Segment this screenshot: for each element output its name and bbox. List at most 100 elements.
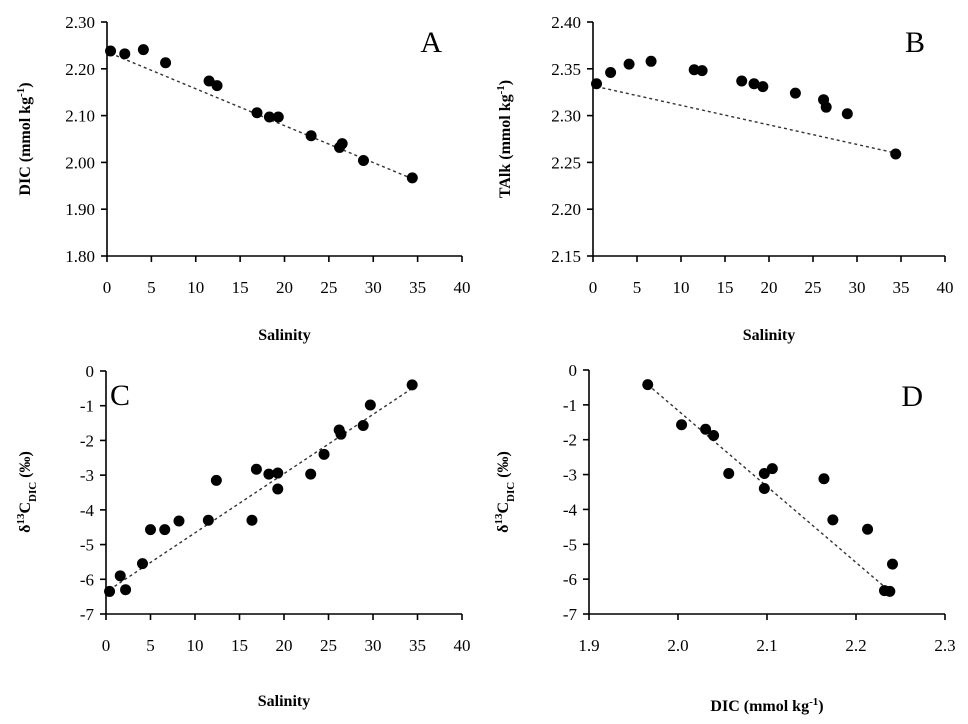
data-point: [159, 524, 171, 536]
data-point: [642, 379, 654, 391]
x-axis-label: Salinity: [258, 693, 310, 710]
y-tick-label: -5: [563, 535, 577, 554]
data-point: [623, 58, 635, 70]
data-point: [406, 379, 418, 391]
x-tick-label: 20: [276, 278, 293, 297]
x-tick-label: 30: [849, 278, 866, 297]
data-point: [884, 585, 896, 597]
data-point: [886, 558, 898, 570]
data-point: [105, 45, 117, 57]
data-point: [736, 75, 748, 87]
data-point: [890, 148, 902, 160]
y-tick-label: -6: [80, 570, 94, 589]
x-tick-label: 25: [320, 636, 337, 655]
data-point: [723, 468, 735, 480]
trendline: [109, 387, 413, 591]
x-tick-label: 35: [409, 636, 426, 655]
x-axis-label: DIC (mmol kg-1): [710, 696, 823, 715]
y-tick-label: 2.00: [65, 153, 95, 172]
panel-label: A: [420, 26, 442, 59]
x-tick-label: 5: [146, 636, 155, 655]
data-point: [605, 67, 617, 79]
y-tick-label: 1.90: [65, 200, 95, 219]
y-tick-label: -1: [80, 397, 94, 416]
y-tick-label: -4: [80, 501, 95, 520]
y-tick-label: -2: [563, 431, 577, 450]
data-point: [251, 107, 263, 119]
data-point: [136, 558, 148, 570]
data-point: [748, 78, 760, 90]
x-tick-label: 10: [187, 636, 204, 655]
x-tick-label: 25: [320, 278, 337, 297]
data-point: [145, 524, 156, 536]
x-tick-label: 20: [761, 278, 778, 297]
trendline: [596, 85, 896, 154]
y-tick-label: 0: [86, 362, 95, 381]
x-tick-label: 2.1: [756, 636, 777, 655]
data-point: [364, 399, 376, 411]
y-tick-label: 2.35: [551, 60, 581, 79]
panel-label: B: [905, 26, 925, 59]
x-tick-label: 30: [365, 278, 382, 297]
panel-d: 1.9 2.0 2.1 2.2 2.3 -7 -6 -5 -4 -3 -2 -1 0 D DIC (mmol…: [493, 361, 956, 715]
data-point: [202, 514, 214, 526]
panel-label: D: [901, 380, 923, 413]
data-point: [272, 483, 284, 495]
x-tick-label: 15: [717, 278, 734, 297]
data-point: [263, 468, 275, 480]
y-axis-label: δ13CDIC (‰): [15, 451, 39, 533]
data-point: [263, 111, 275, 123]
x-tick-label: 1.9: [578, 636, 599, 655]
x-tick-label: 20: [276, 636, 293, 655]
data-point: [789, 87, 801, 99]
data-point: [336, 138, 348, 150]
data-point: [210, 474, 222, 486]
data-point: [137, 44, 149, 56]
data-point: [708, 430, 720, 442]
x-tick-label: 40: [937, 278, 954, 297]
data-point: [758, 468, 770, 480]
x-tick-label: 2.0: [667, 636, 688, 655]
data-point: [211, 80, 223, 92]
data-point: [335, 428, 347, 440]
y-tick-label: -1: [563, 396, 577, 415]
data-point: [700, 423, 712, 435]
data-point: [120, 584, 132, 596]
data-point: [104, 585, 116, 597]
data-point: [114, 570, 126, 582]
x-tick-label: 40: [454, 278, 471, 297]
panel-label: C: [110, 379, 130, 412]
y-tick-label: -6: [563, 570, 577, 589]
y-tick-label: -3: [563, 466, 577, 485]
data-point: [246, 514, 258, 526]
y-tick-label: -7: [563, 605, 578, 624]
x-tick-label: 5: [147, 278, 156, 297]
y-tick-label: -7: [80, 605, 95, 624]
panel-c: 0 5 10 15 20 25 30 35 40-7-6-5-4-3-2-10CSalinity…: [15, 362, 471, 710]
data-point: [766, 463, 778, 475]
y-tick-label: -3: [80, 466, 94, 485]
x-tick-label: 35: [893, 278, 910, 297]
trendline: [647, 384, 891, 592]
data-point: [119, 48, 131, 60]
data-point: [173, 515, 185, 527]
data-point: [818, 473, 830, 485]
data-point: [305, 468, 317, 480]
y-tick-label: 0: [569, 361, 578, 380]
x-tick-label: 0: [589, 278, 598, 297]
y-axis-label: DIC (mmol kg-1): [15, 82, 34, 195]
data-point: [696, 65, 708, 77]
data-point: [406, 172, 418, 184]
data-point: [676, 419, 688, 431]
panel-b: 0 5 10 15 20 25 30 35 40 2.15 2.20 2.25 2.30 2.35 2.40…: [495, 13, 954, 344]
y-tick-label: 2.15: [551, 247, 581, 266]
x-tick-label: 0: [103, 278, 112, 297]
x-tick-label: 0: [102, 636, 111, 655]
data-point: [357, 155, 369, 167]
data-point: [591, 78, 603, 90]
x-axis-label: Salinity: [743, 327, 795, 344]
x-tick-label: 5: [633, 278, 642, 297]
y-tick-label: -4: [563, 500, 578, 519]
data-point: [820, 101, 832, 113]
